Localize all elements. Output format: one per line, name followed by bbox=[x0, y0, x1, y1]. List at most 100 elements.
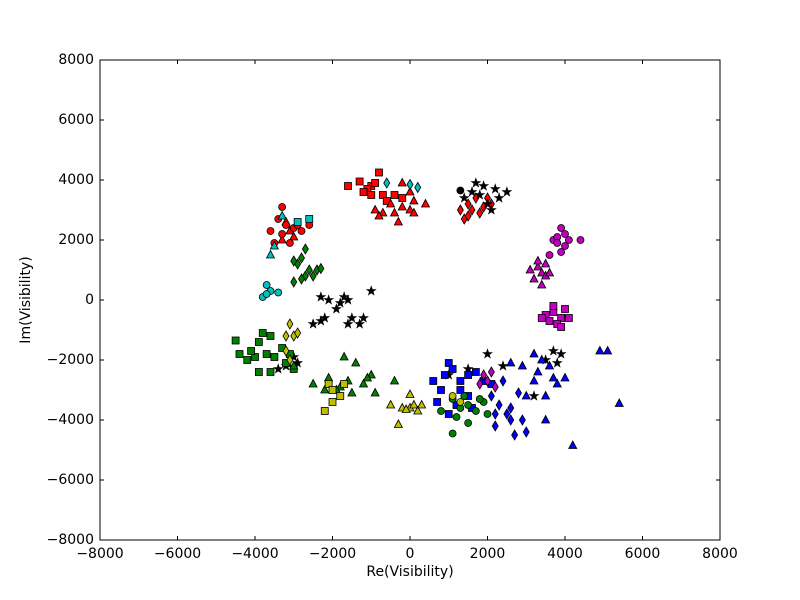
point bbox=[359, 188, 368, 196]
point bbox=[474, 189, 486, 200]
y-tick-label: 0 bbox=[85, 292, 94, 308]
point bbox=[298, 273, 305, 285]
point bbox=[568, 440, 578, 449]
point bbox=[338, 291, 350, 302]
point bbox=[560, 372, 570, 382]
x-tick-label: −2000 bbox=[309, 546, 356, 562]
point bbox=[471, 407, 480, 415]
point bbox=[476, 207, 484, 219]
point bbox=[235, 350, 244, 358]
point bbox=[405, 186, 415, 196]
point bbox=[487, 390, 495, 402]
point bbox=[548, 372, 559, 382]
point bbox=[529, 348, 539, 358]
point bbox=[390, 191, 399, 199]
point bbox=[557, 248, 566, 256]
point bbox=[540, 414, 551, 424]
point bbox=[320, 407, 329, 415]
point bbox=[552, 378, 562, 388]
point bbox=[301, 243, 309, 255]
point bbox=[444, 410, 453, 418]
point bbox=[468, 204, 476, 216]
point bbox=[529, 273, 539, 283]
point bbox=[397, 177, 407, 187]
point bbox=[383, 177, 391, 189]
point bbox=[297, 227, 306, 235]
point bbox=[292, 357, 304, 368]
point bbox=[393, 216, 404, 226]
point bbox=[309, 270, 317, 282]
point bbox=[522, 426, 530, 438]
point bbox=[561, 305, 569, 313]
point bbox=[497, 360, 509, 371]
point bbox=[561, 242, 569, 250]
x-axis-label: Re(Visibility) bbox=[366, 564, 453, 580]
point bbox=[491, 381, 499, 393]
point bbox=[286, 354, 294, 366]
point bbox=[358, 312, 369, 323]
point bbox=[448, 365, 457, 373]
point bbox=[272, 363, 284, 374]
point bbox=[262, 281, 271, 289]
point bbox=[452, 413, 461, 421]
point bbox=[564, 236, 573, 244]
point bbox=[464, 401, 473, 409]
point bbox=[564, 314, 573, 322]
point bbox=[289, 231, 299, 241]
point bbox=[354, 318, 366, 329]
point bbox=[274, 288, 283, 297]
point bbox=[308, 378, 318, 388]
point bbox=[254, 338, 263, 346]
point bbox=[266, 368, 275, 376]
point bbox=[375, 168, 383, 177]
point bbox=[266, 227, 275, 235]
point bbox=[289, 360, 299, 370]
point bbox=[433, 398, 442, 406]
point bbox=[511, 429, 519, 441]
plot-frame bbox=[99, 59, 721, 541]
point bbox=[406, 178, 414, 191]
point bbox=[478, 180, 490, 191]
point bbox=[456, 386, 465, 394]
point bbox=[547, 345, 559, 356]
y-tick-label: −4000 bbox=[47, 412, 94, 428]
point bbox=[491, 408, 499, 420]
point bbox=[491, 420, 499, 432]
point bbox=[462, 363, 474, 374]
y-axis-label: Im(Visibility) bbox=[18, 256, 34, 343]
point bbox=[307, 318, 319, 329]
point bbox=[347, 387, 357, 397]
point bbox=[366, 369, 376, 379]
point bbox=[365, 285, 377, 296]
point bbox=[278, 230, 287, 238]
point bbox=[342, 318, 354, 329]
point bbox=[290, 255, 298, 267]
point bbox=[409, 399, 419, 409]
point bbox=[247, 347, 256, 355]
point bbox=[456, 186, 465, 195]
point bbox=[529, 375, 539, 385]
point bbox=[507, 402, 515, 414]
point bbox=[501, 186, 513, 197]
point bbox=[420, 198, 431, 208]
point bbox=[258, 329, 267, 337]
point bbox=[456, 398, 465, 406]
point bbox=[537, 314, 546, 322]
point bbox=[458, 192, 470, 203]
point bbox=[515, 387, 522, 399]
point bbox=[270, 353, 279, 361]
point bbox=[367, 191, 376, 199]
y-tick-label: 4000 bbox=[58, 172, 94, 188]
point bbox=[320, 384, 330, 394]
point bbox=[282, 330, 290, 342]
point bbox=[517, 360, 528, 370]
point bbox=[487, 366, 495, 378]
point bbox=[340, 380, 349, 388]
x-tick-label: −8000 bbox=[76, 546, 123, 562]
point bbox=[370, 387, 380, 397]
point bbox=[334, 297, 346, 308]
point bbox=[533, 255, 543, 265]
point bbox=[544, 267, 555, 277]
x-tick-label: 8000 bbox=[702, 546, 738, 562]
point bbox=[464, 419, 473, 427]
